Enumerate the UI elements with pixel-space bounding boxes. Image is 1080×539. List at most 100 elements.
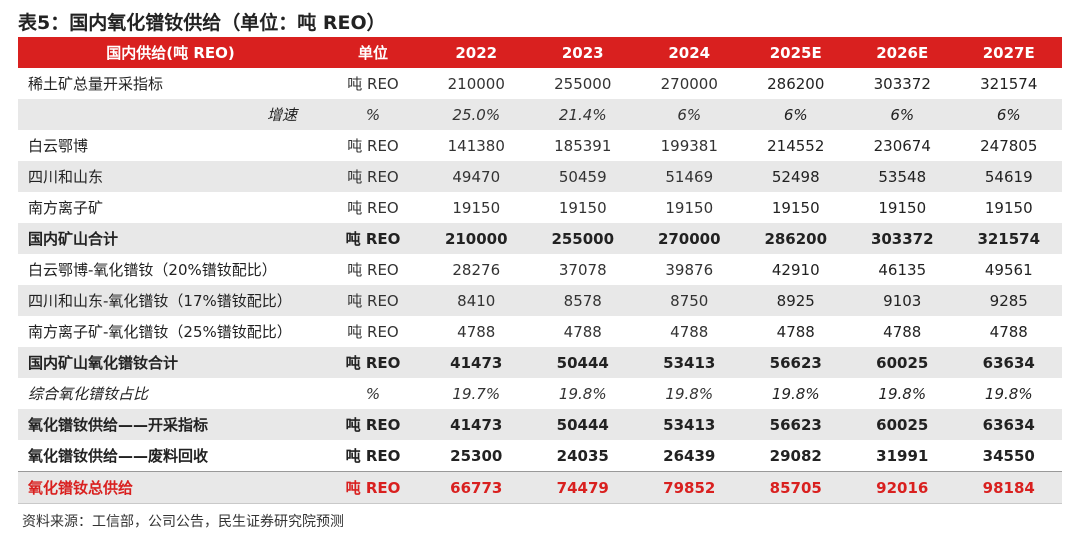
value-cell: 24035 [556, 446, 609, 465]
value-cell: 54619 [955, 161, 1062, 192]
supply-table: 国内供给(吨 REO) 单位 2022 2023 2024 2025E 2026… [18, 37, 1062, 504]
value-cell: 25.0% [423, 99, 530, 130]
value-cell: 50459 [529, 161, 636, 192]
source-note: 资料来源：工信部，公司公告，民生证券研究院预测 [22, 514, 344, 530]
value-cell: 270000 [636, 223, 743, 254]
value-cell: 52498 [742, 161, 849, 192]
value-cell: 6% [742, 99, 849, 130]
table-row: 南方离子矿-氧化镨钕（25%镨钕配比） 吨 REO 4788 4788 4788 4788… [18, 316, 1062, 347]
table-row: 国内矿山氧化镨钕合计吨 REO 41473 50444 53413 56623 60025… [18, 347, 1062, 378]
value-cell: 19150 [558, 198, 607, 217]
table-row: 综合氧化镨钕占比% 19.7% 19.8% 19.8% 19.8% 19.8% 19.8% [18, 378, 1062, 409]
value-cell: 210000 [423, 223, 530, 254]
value-cell: 19150 [984, 198, 1033, 217]
row-label: 增速 [18, 99, 323, 130]
value-cell: 31991 [876, 446, 929, 465]
value-cell: 9103 [849, 285, 956, 316]
row-label: 氧化镨钕供给——废料回收 [28, 447, 209, 465]
value-cell: 56623 [742, 409, 849, 440]
value-cell: 19.8% [558, 384, 607, 403]
value-cell: 4788 [670, 322, 709, 341]
row-label: 四川和山东 [18, 161, 323, 192]
value-cell: 28276 [452, 260, 501, 279]
value-cell: 19150 [665, 198, 714, 217]
value-cell: 6% [636, 99, 743, 130]
value-cell: 19.7% [452, 384, 501, 403]
value-cell: 19150 [878, 198, 927, 217]
header-cell: 2023 [529, 37, 636, 68]
unit-cell: 吨 REO [345, 447, 401, 465]
value-cell: 321574 [955, 223, 1062, 254]
row-label: 白云鄂博 [28, 137, 89, 155]
value-cell: 26439 [663, 446, 716, 465]
table-row: 白云鄂博 吨 REO 141380 185391 199381 214552 230674 2… [18, 130, 1062, 161]
value-cell: 66773 [423, 471, 530, 504]
value-cell: 46135 [878, 260, 927, 279]
value-cell: 6% [849, 99, 956, 130]
value-cell: 303372 [849, 223, 956, 254]
table-row: 国内矿山合计吨 REO 210000 255000 270000 286200 30337… [18, 223, 1062, 254]
row-label: 国内矿山合计 [18, 223, 323, 254]
table-row: 氧化镨钕供给——废料回收 吨 REO 25300 24035 26439 29082 319… [18, 440, 1062, 472]
value-cell: 50444 [529, 409, 636, 440]
value-cell: 41473 [423, 409, 530, 440]
value-cell: 199381 [660, 136, 718, 155]
value-cell: 39876 [665, 260, 714, 279]
value-cell: 98184 [955, 471, 1062, 504]
value-cell: 63634 [955, 409, 1062, 440]
value-cell: 51469 [636, 161, 743, 192]
value-cell: 286200 [767, 74, 825, 93]
header-cell: 2025E [742, 37, 849, 68]
table-row: 稀土矿总量开采指标 吨 REO 210000 255000 270000 286200 30… [18, 68, 1062, 99]
value-cell: 141380 [447, 136, 505, 155]
value-cell: 247805 [980, 136, 1038, 155]
unit-cell: 吨 REO [347, 323, 399, 341]
row-label: 南方离子矿-氧化镨钕（25%镨钕配比） [28, 323, 292, 341]
unit-cell: 吨 REO [347, 75, 399, 93]
value-cell: 19.8% [665, 384, 714, 403]
value-cell: 19150 [452, 198, 501, 217]
value-cell: 321574 [980, 74, 1038, 93]
row-label: 氧化镨钕总供给 [18, 471, 323, 504]
value-cell: 25300 [450, 446, 503, 465]
table-row: 白云鄂博-氧化镨钕（20%镨钕配比） 吨 REO 28276 37078 39876 42… [18, 254, 1062, 285]
header-cell: 2024 [636, 37, 743, 68]
value-cell: 8410 [423, 285, 530, 316]
value-cell: 4788 [457, 322, 496, 341]
value-cell: 42910 [771, 260, 820, 279]
value-cell: 19.8% [771, 384, 820, 403]
value-cell: 34550 [982, 446, 1035, 465]
unit-cell: 吨 REO [323, 347, 423, 378]
unit-cell: % [323, 99, 423, 130]
value-cell: 53413 [636, 409, 743, 440]
row-label: 国内矿山氧化镨钕合计 [18, 347, 323, 378]
value-cell: 4788 [776, 322, 815, 341]
row-label: 氧化镨钕供给——开采指标 [18, 409, 323, 440]
header-cell: 单位 [323, 37, 423, 68]
value-cell: 74479 [529, 471, 636, 504]
value-cell: 41473 [423, 347, 530, 378]
table-row: 氧化镨钕供给——开采指标吨 REO 41473 50444 53413 56623 600… [18, 409, 1062, 440]
unit-cell: 吨 REO [347, 137, 399, 155]
header-cell: 2027E [955, 37, 1062, 68]
value-cell: 56623 [742, 347, 849, 378]
table-title: 表5：国内氧化镨钕供给（单位：吨 REO） [18, 12, 386, 34]
value-cell: 286200 [742, 223, 849, 254]
value-cell: 214552 [767, 136, 825, 155]
value-cell: 50444 [529, 347, 636, 378]
header-row: 国内供给(吨 REO) 单位 2022 2023 2024 2025E 2026… [18, 37, 1062, 68]
value-cell: 185391 [554, 136, 612, 155]
value-cell: 49470 [423, 161, 530, 192]
value-cell: 210000 [447, 74, 505, 93]
table-row: 四川和山东吨 REO 49470 50459 51469 52498 53548 54619 [18, 161, 1062, 192]
value-cell: 92016 [849, 471, 956, 504]
value-cell: 6% [955, 99, 1062, 130]
unit-cell: % [365, 384, 381, 403]
value-cell: 4788 [563, 322, 602, 341]
value-cell: 63634 [955, 347, 1062, 378]
header-cell: 2022 [423, 37, 530, 68]
value-cell: 60025 [849, 347, 956, 378]
value-cell: 8925 [742, 285, 849, 316]
value-cell: 53548 [849, 161, 956, 192]
value-cell: 4788 [883, 322, 922, 341]
